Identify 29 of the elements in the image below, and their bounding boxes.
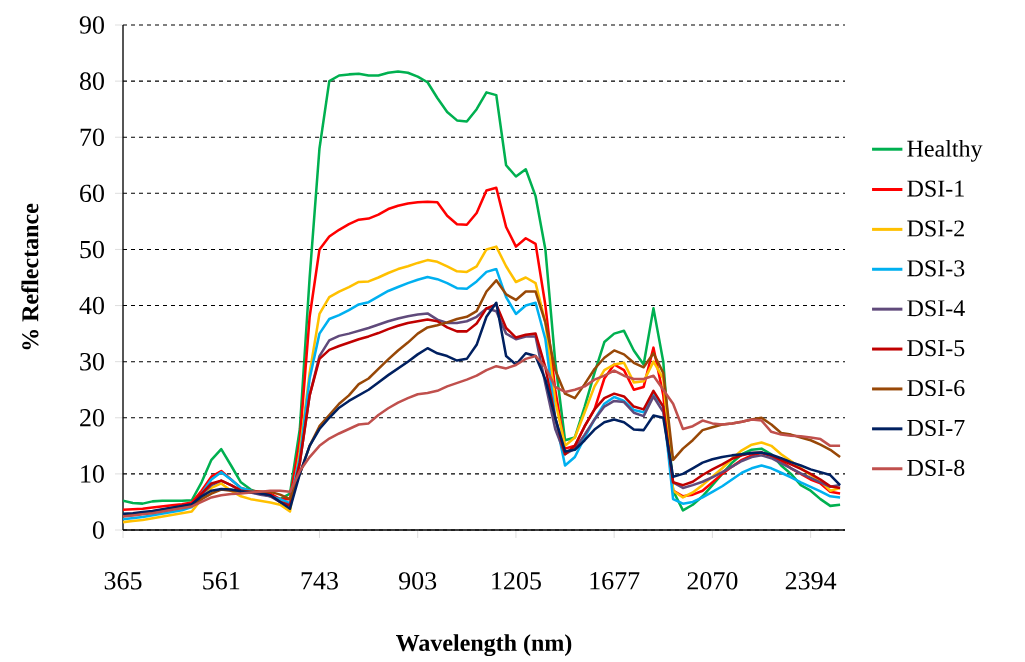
y-tick-label: 50 [80,240,104,259]
x-tick-label: 365 [104,572,142,590]
x-tick-label: 561 [203,572,240,590]
legend-label: Healthy [907,139,983,162]
y-tick-label: 80 [79,72,104,90]
legend-label: DSI-5 [907,340,965,357]
legend-label: DSI-4 [907,300,965,317]
y-tick-label: 30 [80,352,104,371]
y-tick-label: 10 [81,465,104,483]
x-tick-label: 2070 [687,572,738,590]
legend-label: DSI-7 [907,419,965,437]
y-tick-label: 70 [80,128,104,146]
x-axis-title: Wavelength (nm) [396,634,572,657]
legend-label: DSI-3 [907,260,965,277]
legend-label: DSI-8 [907,459,965,476]
y-axis-title: % Reflectance [21,203,39,350]
x-tick-label: 1205 [492,572,541,590]
y-tick-label: 90 [79,16,104,34]
x-tick-label: 743 [301,572,338,590]
x-tick-label: 2394 [785,572,837,590]
legend-label: DSI-6 [907,380,965,397]
y-tick-label: 20 [80,409,104,427]
y-tick-label: 40 [79,296,104,315]
x-tick-label: 903 [399,572,437,590]
y-tick-label: 60 [80,184,104,203]
legend-label: DSI-2 [907,220,964,237]
y-tick-label: 0 [92,521,104,539]
legend-label: DSI-1 [907,180,964,197]
x-tick-label: 1677 [590,572,640,590]
